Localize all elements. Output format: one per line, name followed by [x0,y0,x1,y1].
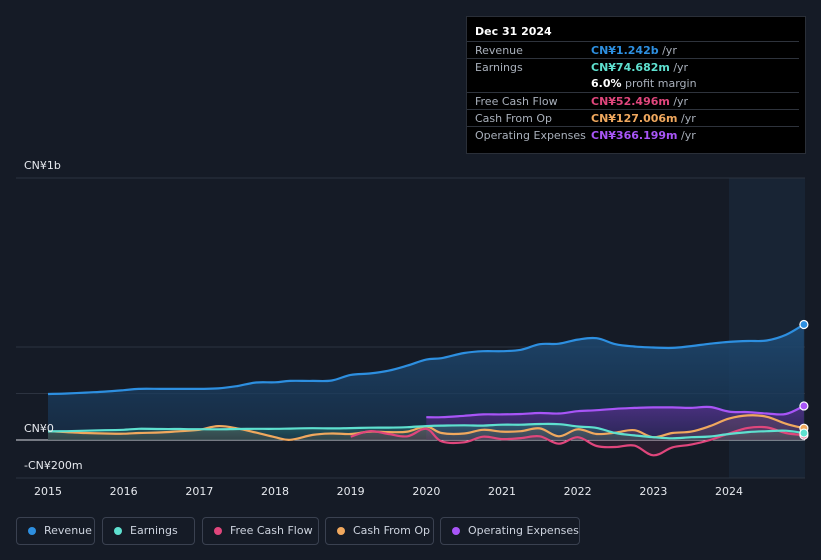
legend-dot-icon [337,527,345,535]
x-tick-label: 2022 [564,485,592,498]
x-tick-label: 2023 [639,485,667,498]
tooltip-label: Operating Expenses [475,129,586,142]
revenue-end-marker [799,319,809,330]
legend-label: Revenue [44,524,92,537]
tooltip-unit: profit margin [621,77,697,90]
legend-item-free-cash-flow[interactable]: Free Cash Flow [202,517,319,545]
tooltip-date: Dec 31 2024 [475,25,552,38]
legend-label: Free Cash Flow [230,524,313,537]
tooltip-label: Cash From Op [475,112,553,125]
y-axis-label-top: CN¥1b [24,159,61,172]
y-axis-label-zero: CN¥0 [24,422,54,435]
tooltip-value: CN¥52.496m /yr [591,95,688,108]
legend-label: Earnings [130,524,178,537]
revenue-line [47,323,805,396]
tooltip-row-profit-margin: 6.0% profit margin [467,75,799,92]
x-tick-label: 2017 [185,485,213,498]
legend-dot-icon [452,527,460,535]
earnings-line [47,422,805,440]
tooltip-row-revenue: Revenue CN¥1.242b /yr [467,41,799,59]
legend-label: Operating Expenses [468,524,579,537]
legend-item-cash-from-op[interactable]: Cash From Op [325,517,434,545]
legend-item-earnings[interactable]: Earnings [102,517,195,545]
operating-expenses-line [426,404,805,419]
earnings-area [48,423,804,440]
tooltip-row-operating-expenses: Operating Expenses CN¥366.199m /yr [467,126,799,144]
tooltip-amount: CN¥366.199m [591,129,678,142]
tooltip-amount: CN¥127.006m [591,112,678,125]
tooltip-value: 6.0% profit margin [591,77,697,90]
tooltip-unit: /yr [677,112,696,125]
tooltip-row-free-cash-flow: Free Cash Flow CN¥52.496m /yr [467,92,799,110]
tooltip-row-earnings: Earnings CN¥74.682m /yr [467,58,799,76]
earnings-end-marker [799,428,809,438]
tooltip-value: CN¥366.199m /yr [591,129,696,142]
x-tick-label: 2024 [715,485,743,498]
tooltip-value: CN¥127.006m /yr [591,112,696,125]
tooltip-amount: CN¥52.496m [591,95,670,108]
tooltip-value: CN¥1.242b /yr [591,44,677,57]
chart-canvas: 2015 2016 2017 2018 2019 2020 2021 2022 2023 2024 [16,177,809,498]
data-tooltip: Dec 31 2024 Revenue CN¥1.242b /yr Earnin… [466,16,806,154]
tooltip-unit: /yr [669,95,689,108]
legend-dot-icon [214,527,222,535]
x-tick-label: 2019 [337,485,365,498]
legend-item-revenue[interactable]: Revenue [16,517,95,545]
x-tick-label: 2016 [110,485,138,498]
tooltip-label: Revenue [475,44,523,57]
tooltip-unit: /yr [658,44,677,57]
x-tick-label: 2021 [488,485,516,498]
x-tick-label: 2015 [34,485,62,498]
tooltip-unit: /yr [677,129,696,142]
legend-label: Cash From Op [353,524,431,537]
x-tick-label: 2020 [412,485,440,498]
tooltip-amount: 6.0% [591,77,622,90]
x-tick-label: 2018 [261,485,289,498]
tooltip-value: CN¥74.682m /yr [591,61,688,74]
legend-item-operating-expenses[interactable]: Operating Expenses [440,517,580,545]
tooltip-label: Free Cash Flow [475,95,558,108]
operating-expenses-end-marker [799,401,809,411]
tooltip-amount: CN¥74.682m [591,61,670,74]
tooltip-unit: /yr [669,61,689,74]
tooltip-row-cash-from-op: Cash From Op CN¥127.006m /yr [467,109,799,127]
y-axis-label-negative: -CN¥200m [24,459,83,472]
legend-dot-icon [28,527,36,535]
legend-dot-icon [114,527,122,535]
tooltip-amount: CN¥1.242b [591,44,659,57]
tooltip-label: Earnings [475,61,523,74]
